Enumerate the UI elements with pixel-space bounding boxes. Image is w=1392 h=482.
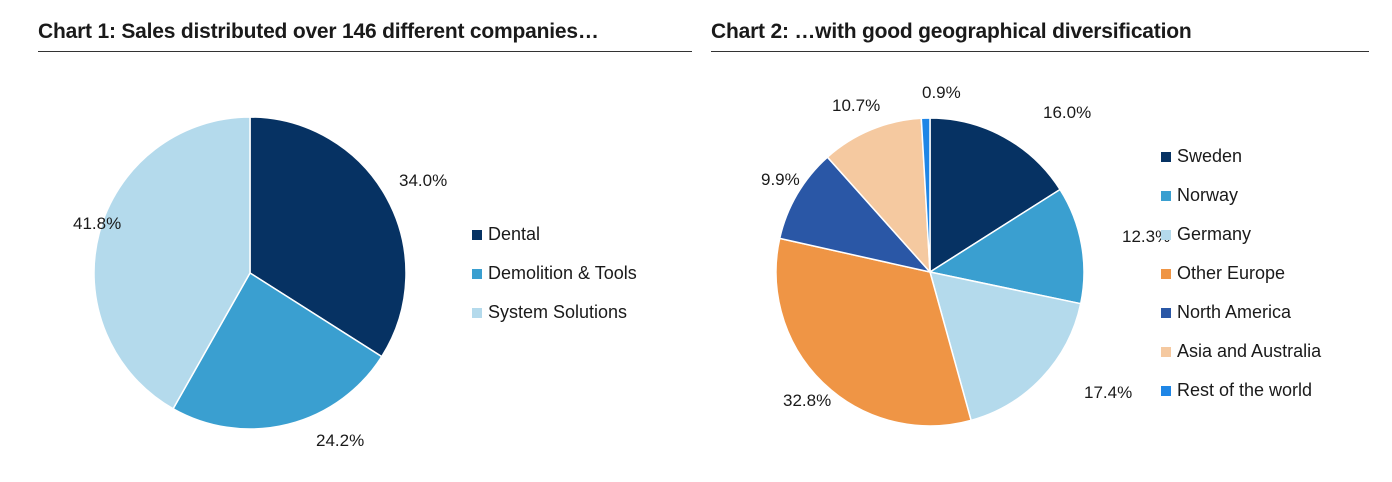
chart-1-legend-item-dental: Dental: [472, 215, 637, 254]
chart-2-legend-label: Sweden: [1177, 146, 1243, 166]
chart-1-data-label-system-solutions: 41.8%: [73, 214, 121, 233]
chart-2-title-rule: [711, 51, 1369, 52]
chart-2-data-label-sweden: 16.0%: [1043, 103, 1091, 122]
chart-1-slice-demolition-tools: [172, 271, 383, 430]
chart-2-legend-label: North America: [1177, 302, 1292, 322]
chart-2-data-label-asia-and-australia: 10.7%: [832, 96, 880, 115]
chart-2-legend-label: Germany: [1177, 224, 1252, 244]
chart-2-legend-label: Other Europe: [1177, 263, 1286, 283]
chart-1-legend-label: Dental: [488, 224, 541, 244]
chart-1-slice-dental: [249, 116, 407, 358]
chart-2-legend-item-germany: Germany: [1161, 215, 1321, 254]
chart-2-slice-norway: [928, 188, 1085, 305]
chart-2-legend-item-asia-and-australia: Asia and Australia: [1161, 332, 1321, 371]
chart-1-data-label-dental: 34.0%: [399, 171, 447, 190]
chart-2-title: Chart 2: …with good geographical diversi…: [711, 20, 1192, 43]
chart-2-pie: 16.0% 12.3% 17.4% 32.8% 9.9% 10.7% 0.9%: [761, 83, 1170, 427]
chart-1-legend-swatch: [472, 268, 482, 279]
chart-2-data-label-germany: 17.4%: [1084, 383, 1132, 402]
chart-2-data-label-other-europe: 32.8%: [783, 391, 831, 410]
chart-2-legend-item-north-america: North America: [1161, 293, 1321, 332]
chart-2-data-label-norway: 12.3%: [1122, 227, 1170, 246]
chart-2-slice-asia-and-australia: [826, 117, 931, 275]
chart-2-data-label-north-america: 9.9%: [761, 170, 800, 189]
chart-2-data-label-rest-of-the-world: 0.9%: [922, 83, 961, 102]
chart-1-title: Chart 1: Sales distributed over 146 diff…: [38, 20, 599, 43]
chart-1-legend-swatch: [472, 229, 482, 240]
chart-1-legend: Dental Demolition & Tools System Solutions: [472, 215, 637, 332]
chart-1-legend-item-system-solutions: System Solutions: [472, 293, 637, 332]
chart-2-legend-label: Asia and Australia: [1177, 341, 1322, 361]
chart-1-slice-system-solutions: [93, 116, 251, 410]
chart-2-legend-item-sweden: Sweden: [1161, 137, 1321, 176]
chart-2-slice-other-europe: [775, 237, 973, 427]
chart-2-legend-swatch: [1161, 190, 1171, 201]
chart-2-panel: Chart 2: …with good geographical diversi…: [711, 0, 1369, 482]
chart-1-pie: 34.0% 24.2% 41.8%: [73, 116, 447, 450]
chart-1-title-rule: [38, 51, 692, 52]
chart-2-legend-swatch: [1161, 385, 1171, 396]
chart-2-slice-sweden: [929, 117, 1062, 274]
chart-2-legend-swatch: [1161, 229, 1171, 240]
chart-2-legend-swatch: [1161, 346, 1171, 357]
chart-2-legend: Sweden Norway Germany Other Europe North Ame…: [1161, 137, 1321, 410]
chart-2-legend-swatch: [1161, 307, 1171, 318]
chart-1-data-label-demolition-tools: 24.2%: [316, 431, 364, 450]
chart-2-slice-north-america: [778, 156, 933, 274]
chart-1-legend-swatch: [472, 307, 482, 318]
chart-1-panel: Chart 1: Sales distributed over 146 diff…: [38, 0, 692, 482]
chart-1-legend-label: Demolition & Tools: [488, 263, 637, 283]
chart-2-legend-item-norway: Norway: [1161, 176, 1321, 215]
chart-2-legend-label: Norway: [1177, 185, 1239, 205]
chart-2-legend-swatch: [1161, 151, 1171, 162]
chart-2-slice-rest-of-the-world: [920, 117, 931, 273]
chart-2-slice-germany: [928, 271, 1082, 422]
chart-2-legend-item-rest-of-the-world: Rest of the world: [1161, 371, 1321, 410]
chart-2-legend-swatch: [1161, 268, 1171, 279]
chart-2-legend-item-other-europe: Other Europe: [1161, 254, 1321, 293]
chart-2-legend-label: Rest of the world: [1177, 380, 1313, 400]
chart-1-legend-label: System Solutions: [488, 302, 628, 322]
chart-1-legend-item-demolition-tools: Demolition & Tools: [472, 254, 637, 293]
